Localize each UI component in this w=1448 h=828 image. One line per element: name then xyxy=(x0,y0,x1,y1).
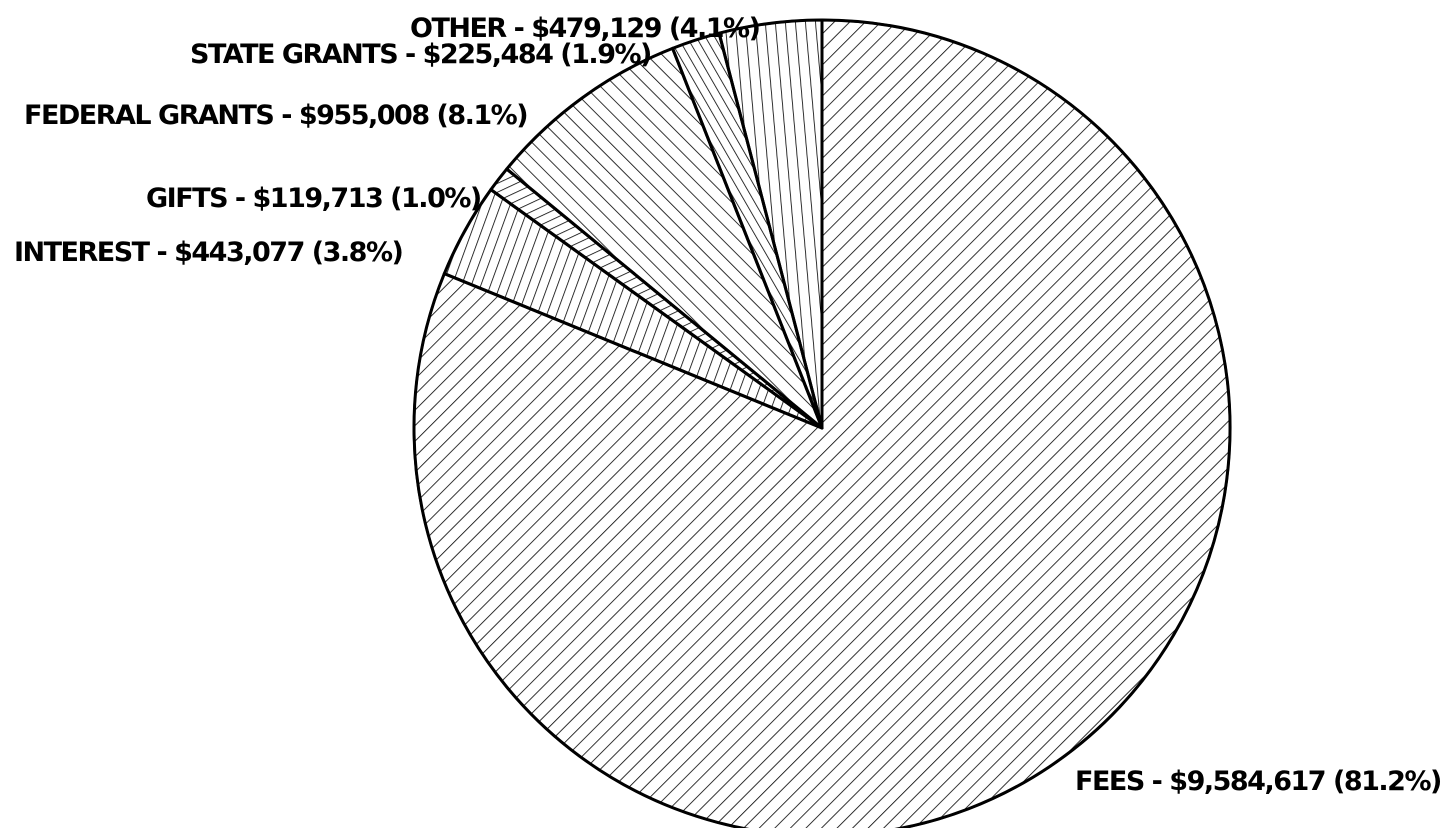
slice-label-interest: INTEREST - $443,077 (3.8%) xyxy=(14,237,402,268)
slice-label-fees: FEES - $9,584,617 (81.2%) xyxy=(1075,766,1441,797)
slice-label-other: OTHER - $479,129 (4.1%) xyxy=(410,13,760,44)
pie-slices xyxy=(412,18,1232,828)
slice-label-state-grants: STATE GRANTS - $225,484 (1.9%) xyxy=(190,39,651,70)
slice-label-gifts: GIFTS - $119,713 (1.0%) xyxy=(146,183,481,214)
slice-label-federal-grants: FEDERAL GRANTS - $955,008 (8.1%) xyxy=(24,100,527,131)
pie-outline xyxy=(412,18,1232,828)
slice-labels: FEES - $9,584,617 (81.2%) INTEREST - $443… xyxy=(14,13,1442,797)
